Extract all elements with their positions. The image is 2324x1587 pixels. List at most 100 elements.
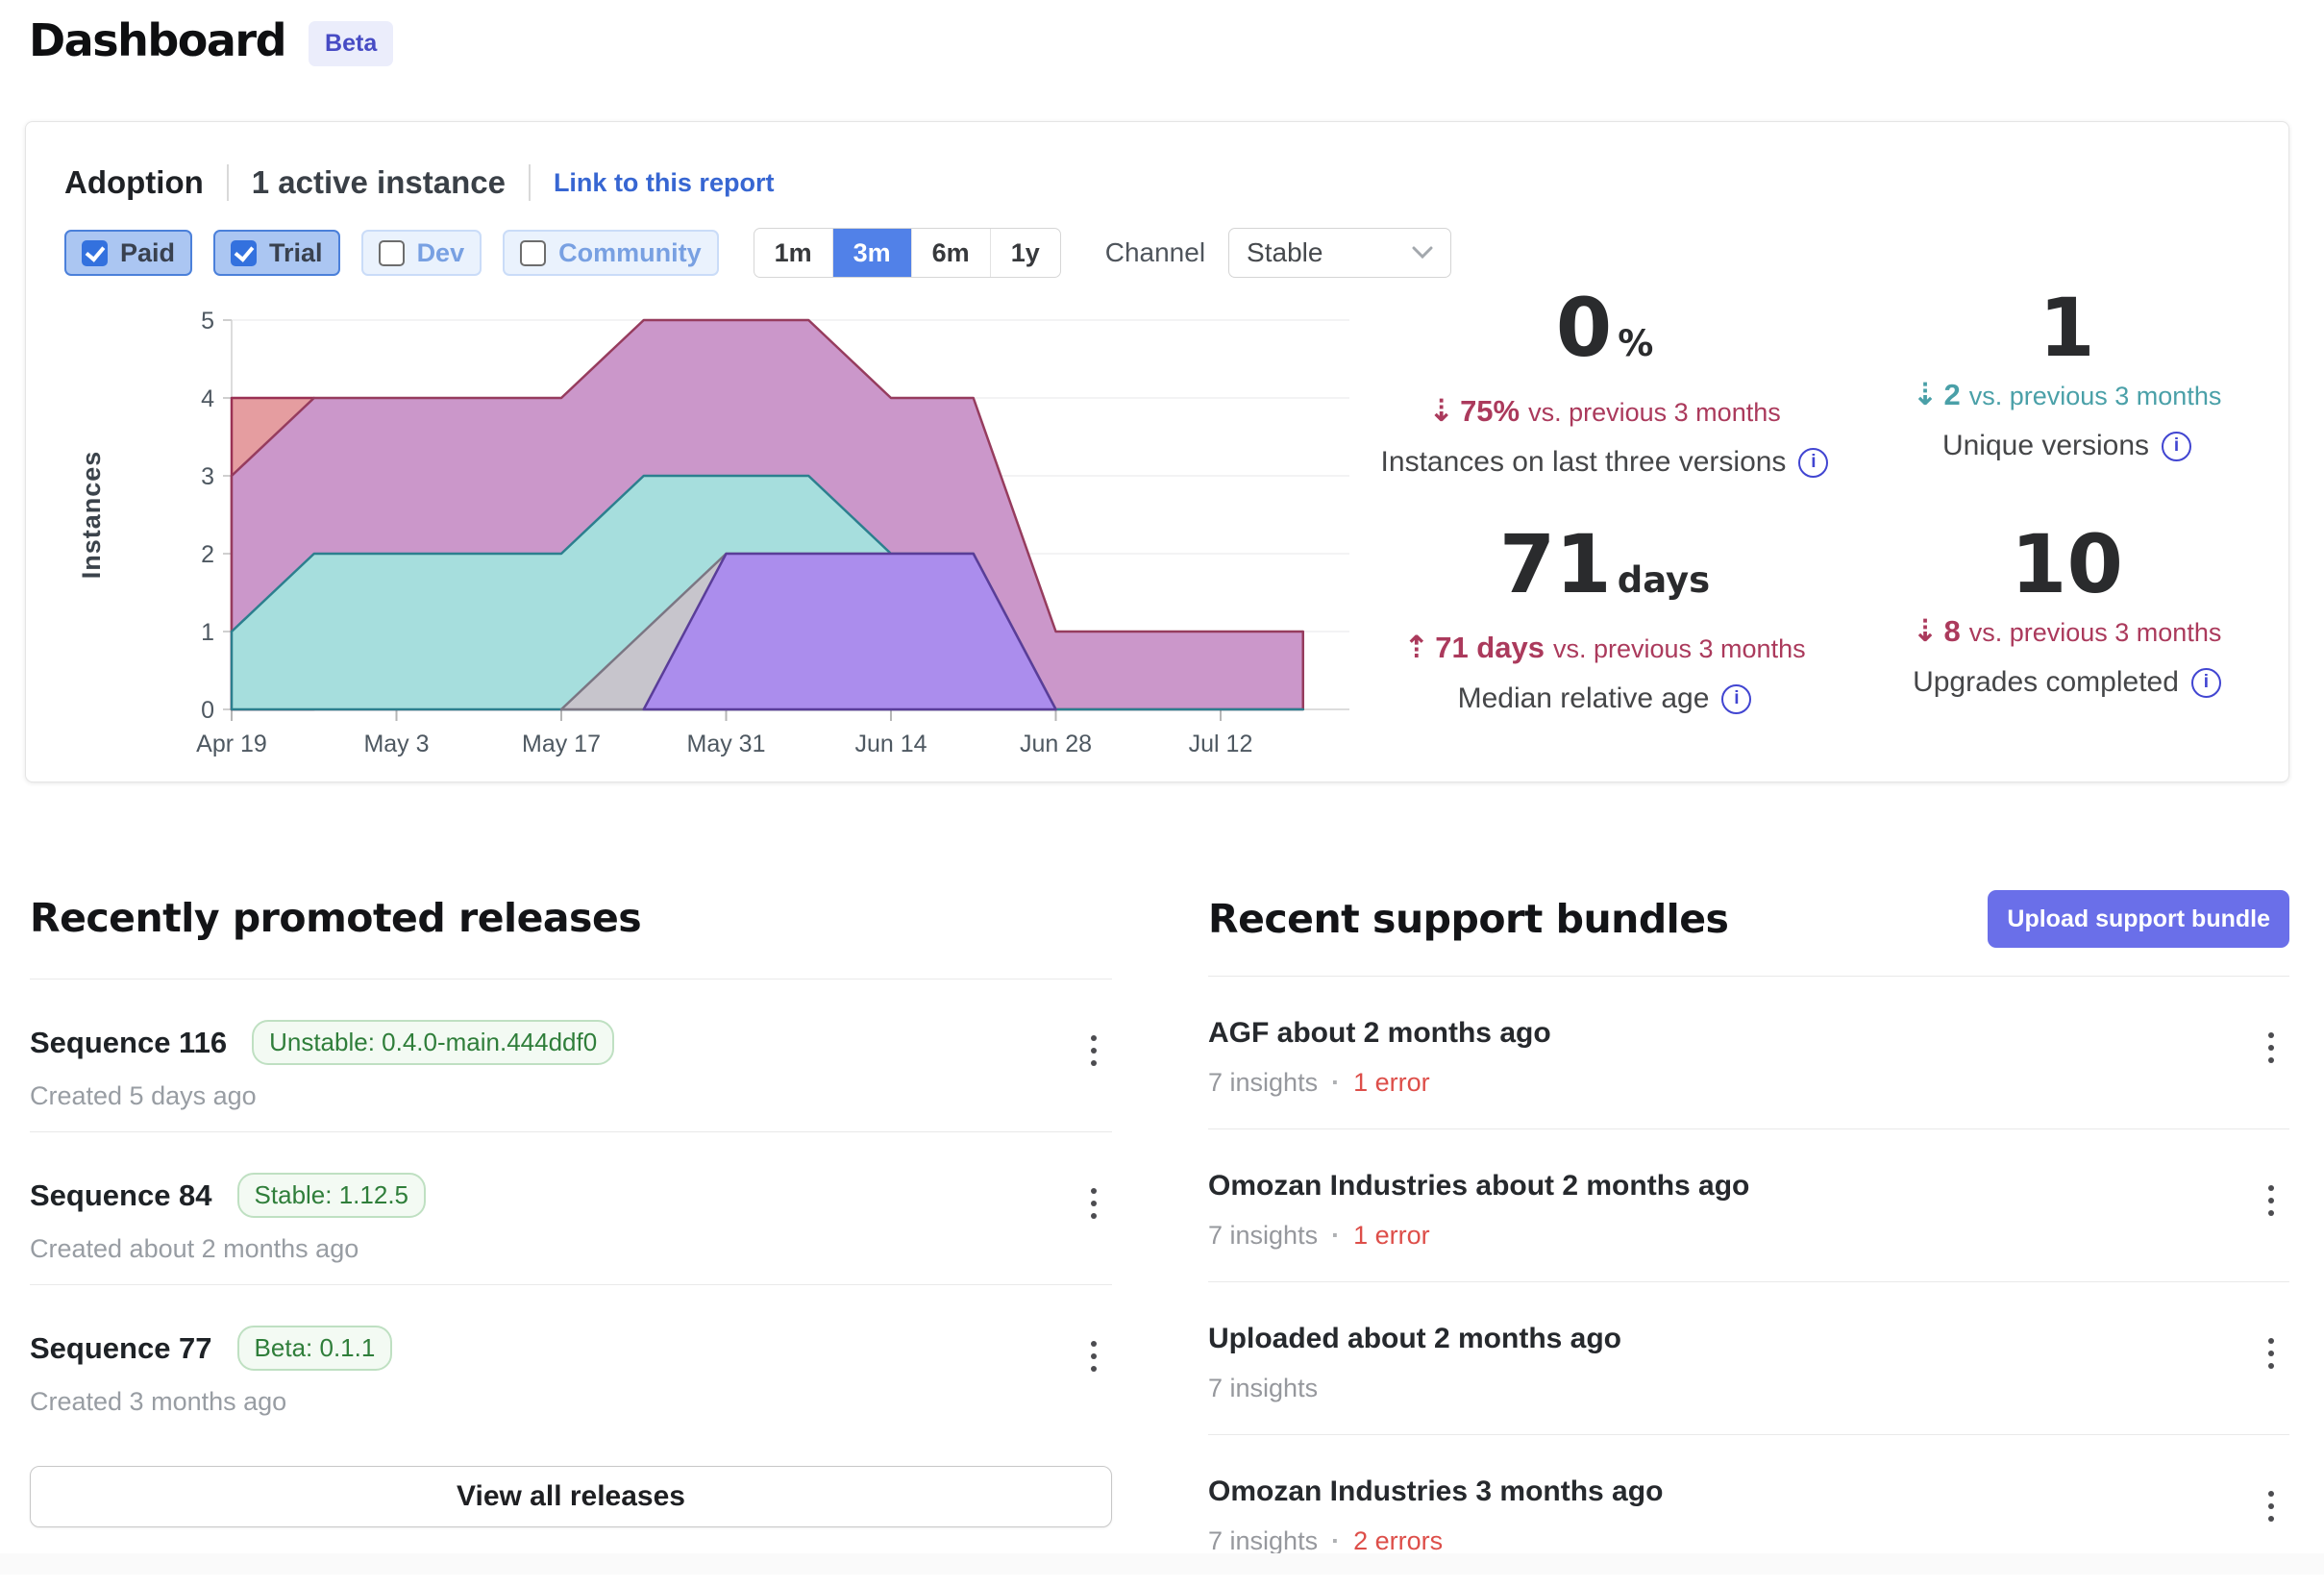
- info-icon[interactable]: i: [2162, 431, 2192, 461]
- stat-value: 71 days: [1498, 517, 1711, 611]
- down-arrow-icon: ⇣: [1428, 392, 1455, 429]
- release-created-text: Created 5 days ago: [30, 1081, 257, 1110]
- releases-heading: Recently promoted releases: [30, 895, 642, 941]
- stat-cell-1: 1 ⇣ 2 vs. previous 3 months Unique versions i: [1836, 284, 2298, 520]
- filter-chip-dev[interactable]: Dev: [360, 230, 482, 276]
- link-to-report[interactable]: Link to this report: [553, 167, 775, 197]
- kebab-menu-icon[interactable]: [2262, 1027, 2280, 1069]
- channel-select[interactable]: Stable: [1228, 228, 1452, 278]
- range-button-3m[interactable]: 3m: [831, 229, 911, 277]
- stat-label: Unique versions i: [1836, 430, 2298, 462]
- support-bundles-section: Recent support bundles Upload support bu…: [1208, 890, 2289, 1587]
- release-row: Sequence 77 Beta: 0.1.1 Created 3 months a…: [30, 1284, 1112, 1437]
- chevron-down-icon: [1412, 246, 1433, 260]
- stat-delta-caption: vs. previous 3 months: [1968, 382, 2222, 410]
- adoption-chart: 0 1 2 3 4 5 Apr 19 May 3 May 17 May 31 Jun 14 Jun 2…: [77, 308, 1349, 757]
- checkbox-checked-icon: [82, 239, 108, 266]
- stat-cell-0: 0% ⇣ 75% vs. previous 3 months Instances on …: [1373, 284, 1836, 520]
- adoption-card-header: Adoption 1 active instance Link to this …: [64, 164, 774, 201]
- divider: [226, 164, 229, 201]
- filter-chip-label: Dev: [416, 237, 465, 267]
- kebab-menu-icon[interactable]: [1085, 1335, 1102, 1377]
- support-bundles-heading: Recent support bundles: [1208, 896, 1729, 942]
- support-bundle-title: Omozan Industries about 2 months ago: [1208, 1170, 1750, 1202]
- stat-delta-caption: vs. previous 3 months: [1552, 634, 1806, 663]
- support-bundles-header: Recent support bundles Upload support bu…: [1208, 890, 2289, 948]
- adoption-card: Adoption 1 active instance Link to this …: [25, 121, 2289, 782]
- insights-count: 7 insights: [1208, 1526, 1319, 1555]
- dot-separator: ·: [1331, 1526, 1341, 1555]
- kebab-menu-icon[interactable]: [1085, 1029, 1102, 1072]
- release-row: Sequence 116 Unstable: 0.4.0-main.444ddf0…: [30, 979, 1112, 1131]
- checkbox-checked-icon: [231, 239, 258, 266]
- kebab-menu-icon[interactable]: [2262, 1179, 2280, 1222]
- svg-text:Jul 12: Jul 12: [1189, 731, 1253, 757]
- range-button-6m[interactable]: 6m: [910, 229, 990, 277]
- filter-chip-trial[interactable]: Trial: [213, 230, 340, 276]
- stat-delta-caption: vs. previous 3 months: [1968, 618, 2222, 647]
- support-bundle-row: Omozan Industries 3 months ago 7 insights…: [1208, 1434, 2289, 1587]
- stat-label-text: Median relative age: [1457, 682, 1710, 714]
- range-button-1m[interactable]: 1m: [774, 237, 812, 267]
- stat-label: Upgrades completed i: [1836, 666, 2298, 699]
- insights-count: 7 insights: [1208, 1221, 1319, 1250]
- page-bottom-strip: [0, 1553, 2324, 1575]
- insights-count: 7 insights: [1208, 1374, 1319, 1402]
- support-bundle-title: Omozan Industries 3 months ago: [1208, 1475, 1664, 1507]
- stat-label-text: Unique versions: [1941, 430, 2150, 461]
- channel-filter: Channel Stable: [1105, 228, 1452, 278]
- range-button-1y[interactable]: 1y: [989, 229, 1060, 277]
- stat-unit: %: [1618, 323, 1654, 364]
- stat-delta: ⇣ 8 vs. previous 3 months: [1836, 612, 2298, 649]
- kebab-menu-icon[interactable]: [2262, 1332, 2280, 1375]
- release-created-text: Created 3 months ago: [30, 1387, 287, 1416]
- filter-chip-label: Community: [558, 237, 702, 267]
- support-bundle-meta: 7 insights: [1208, 1374, 2289, 1403]
- info-icon[interactable]: i: [1798, 447, 1829, 478]
- stat-delta: ⇡ 71 days vs. previous 3 months: [1373, 629, 1836, 665]
- stat-delta: ⇣ 2 vs. previous 3 months: [1836, 376, 2298, 412]
- svg-text:Jun 14: Jun 14: [854, 731, 927, 757]
- stat-label-text: Instances on last three versions: [1380, 446, 1787, 478]
- support-bundle-row: Omozan Industries about 2 months ago 7 in…: [1208, 1128, 2289, 1281]
- releases-list: Sequence 116 Unstable: 0.4.0-main.444ddf0…: [30, 979, 1112, 1437]
- beta-badge: Beta: [309, 21, 394, 66]
- svg-text:Instances: Instances: [77, 451, 106, 580]
- stat-unit: days: [1617, 559, 1711, 601]
- error-count: 1 error: [1353, 1221, 1430, 1250]
- svg-text:May 31: May 31: [687, 731, 766, 757]
- adoption-stats-grid: 0% ⇣ 75% vs. previous 3 months Instances on …: [1373, 284, 2298, 756]
- info-icon[interactable]: i: [1721, 683, 1752, 714]
- svg-text:1: 1: [201, 619, 214, 646]
- support-bundle-row: AGF about 2 months ago 7 insights · 1 error: [1208, 976, 2289, 1128]
- kebab-menu-icon[interactable]: [2262, 1485, 2280, 1527]
- license-filter-group: Paid Trial Dev Community: [64, 230, 740, 276]
- stat-delta-value: 8: [1943, 614, 1961, 648]
- chart-area-series-purple: [642, 552, 1057, 711]
- checkbox-unchecked-icon: [520, 239, 547, 266]
- svg-text:3: 3: [201, 463, 214, 490]
- active-instance-count: 1 active instance: [251, 164, 506, 200]
- support-bundles-list: AGF about 2 months ago 7 insights · 1 error…: [1208, 976, 2289, 1587]
- info-icon[interactable]: i: [2190, 667, 2221, 698]
- support-bundle-title: AGF about 2 months ago: [1208, 1017, 1551, 1049]
- adoption-title: Adoption: [64, 164, 204, 200]
- view-all-releases-button[interactable]: View all releases: [30, 1466, 1112, 1527]
- filter-chip-paid[interactable]: Paid: [64, 230, 193, 276]
- filter-chip-community[interactable]: Community: [503, 230, 719, 276]
- filter-chip-label: Paid: [120, 237, 176, 267]
- down-arrow-icon: ⇣: [1912, 376, 1939, 412]
- release-created-text: Created about 2 months ago: [30, 1234, 359, 1263]
- upload-support-bundle-button[interactable]: Upload support bundle: [1988, 890, 2289, 948]
- release-title: Sequence 116: [30, 1025, 228, 1059]
- error-count: 2 errors: [1353, 1526, 1444, 1555]
- release-title: Sequence 84: [30, 1178, 212, 1212]
- kebab-menu-icon[interactable]: [1085, 1182, 1102, 1225]
- stat-delta: ⇣ 75% vs. previous 3 months: [1373, 392, 1836, 429]
- release-row: Sequence 84 Stable: 1.12.5 Created about 2…: [30, 1131, 1112, 1284]
- support-bundle-meta: 7 insights · 2 errors: [1208, 1526, 2289, 1556]
- release-version-badge: Beta: 0.1.1: [236, 1326, 393, 1371]
- svg-text:4: 4: [201, 385, 214, 412]
- stat-cell-3: 10 ⇣ 8 vs. previous 3 months Upgrades comple…: [1836, 520, 2298, 756]
- dot-separator: ·: [1331, 1221, 1341, 1250]
